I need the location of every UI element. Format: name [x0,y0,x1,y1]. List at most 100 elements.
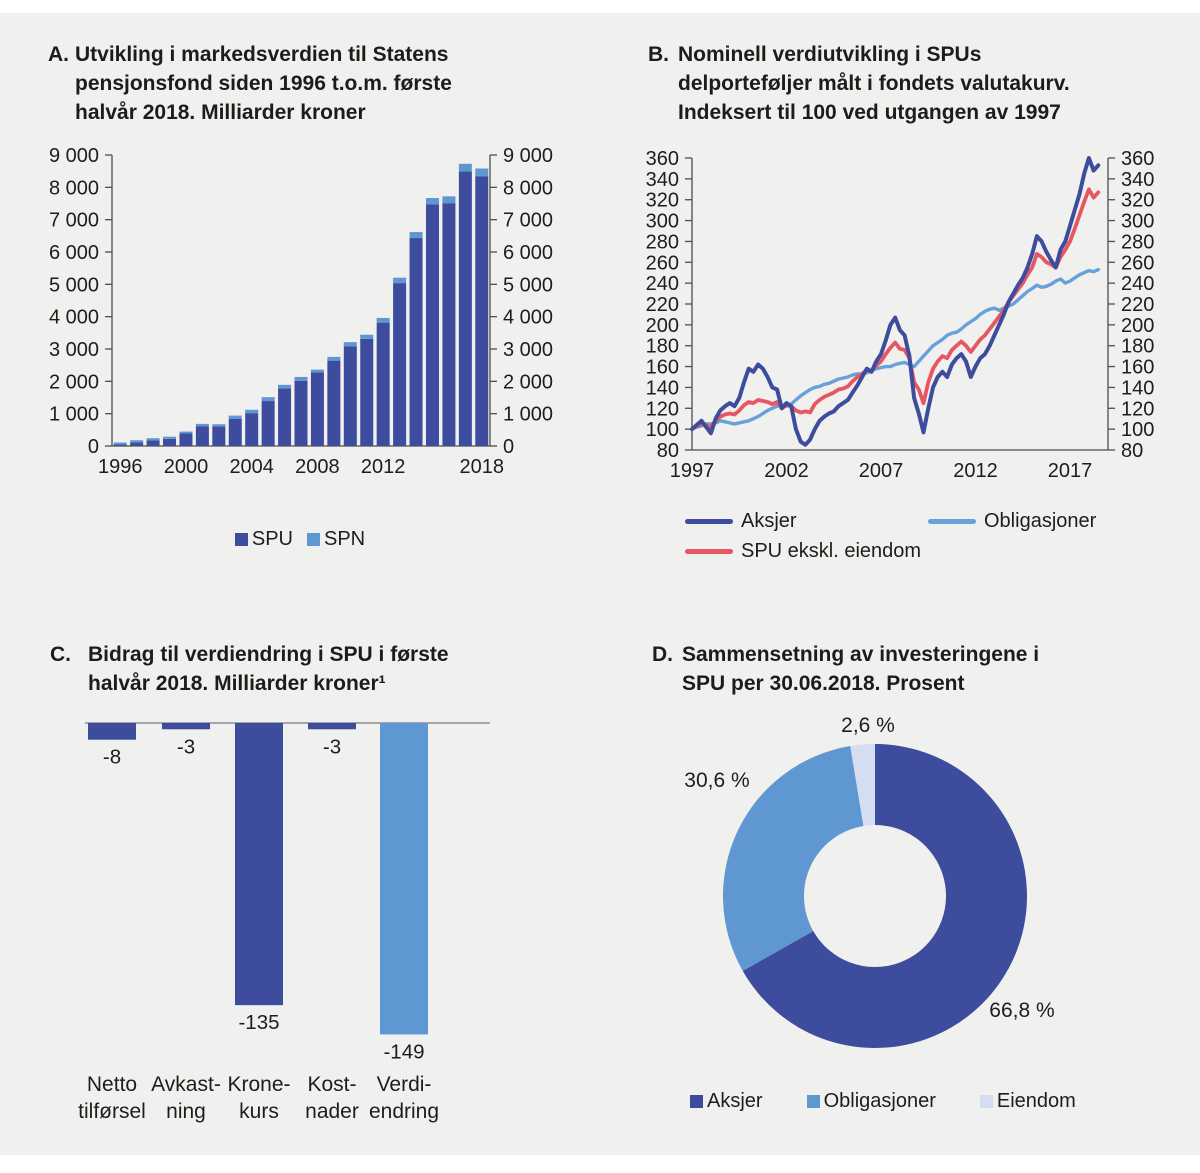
panel-d-title-text: Sammensetning av investeringene i SPU pe… [682,643,1040,695]
svg-text:140: 140 [646,377,679,399]
svg-text:2002: 2002 [764,460,809,482]
svg-text:2008: 2008 [295,456,340,478]
legend-d-label-aksjer: Aksjer [707,1090,763,1112]
svg-text:120: 120 [1121,398,1154,420]
svg-text:6 000: 6 000 [49,242,99,264]
svg-text:180: 180 [646,336,679,358]
svg-text:240: 240 [646,273,679,295]
svg-text:140: 140 [1121,377,1154,399]
svg-text:2017: 2017 [1048,460,1093,482]
svg-text:100: 100 [1121,419,1154,441]
svg-text:100: 100 [646,419,679,441]
svg-text:4 000: 4 000 [503,307,553,329]
svg-text:1996: 1996 [98,456,143,478]
legend-d-item-aksjer: Aksjer [690,1090,763,1113]
svg-text:80: 80 [657,440,679,462]
svg-text:320: 320 [646,190,679,212]
legend-a-item-spn: SPN [307,528,365,551]
svg-text:endring: endring [369,1100,439,1123]
panel-a-title: A. Utvikling i markedsverdien til Staten… [48,40,528,127]
svg-text:1997: 1997 [670,460,715,482]
svg-text:280: 280 [646,231,679,253]
panel-a-title-text: Utvikling i markedsverdien til Statens p… [75,43,452,124]
svg-text:300: 300 [1121,211,1154,233]
svg-text:1 000: 1 000 [503,404,553,426]
svg-text:160: 160 [646,357,679,379]
svg-text:2000: 2000 [164,456,209,478]
svg-text:2012: 2012 [361,456,406,478]
panel-d-letter: D. [652,643,673,666]
svg-text:300: 300 [646,211,679,233]
svg-text:2007: 2007 [859,460,904,482]
svg-text:5 000: 5 000 [49,274,99,296]
svg-text:-149: -149 [383,1040,424,1063]
svg-text:200: 200 [1121,315,1154,337]
panel-c-title-text: Bidrag til verdiendring i SPU i første h… [88,643,449,695]
legend-a: SPU SPN [40,528,560,551]
svg-text:2004: 2004 [229,456,274,478]
legend-b-item-obligasjoner: Obligasjoner [928,510,1096,533]
svg-text:3 000: 3 000 [49,339,99,361]
panel-d-title: D. Sammensetning av investeringene i SPU… [652,640,1152,698]
panel-c-title: C. Bidrag til verdiendring i SPU i først… [50,640,530,698]
svg-text:7 000: 7 000 [503,210,553,232]
svg-text:6 000: 6 000 [503,242,553,264]
svg-text:360: 360 [646,148,679,170]
obligasjoner-swatch-icon [806,1095,820,1108]
obligasjoner-line-swatch-icon [928,518,976,524]
svg-text:ning: ning [166,1100,206,1123]
svg-text:220: 220 [1121,294,1154,316]
legend-d-label-eiendom: Eiendom [996,1090,1076,1112]
legend-b-label-spu-ekskl-eiendom: SPU ekskl. eiendom [741,539,922,562]
svg-text:-135: -135 [238,1011,279,1034]
svg-text:220: 220 [646,294,679,316]
svg-text:200: 200 [646,315,679,337]
panel-b-title-text: Nominell verdiutvikling i SPUs delportef… [678,43,1070,124]
svg-text:160: 160 [1121,357,1154,379]
svg-text:Krone-: Krone- [227,1073,290,1096]
spu-ekskl-eiendom-line-swatch-icon [685,548,733,554]
svg-text:0: 0 [503,436,514,458]
svg-text:Kost-: Kost- [307,1073,356,1096]
aksjer-swatch-icon [690,1095,703,1108]
legend-b-item-aksjer: Aksjer [685,510,928,533]
svg-text:340: 340 [1121,169,1154,191]
spu-swatch-icon [234,533,248,546]
svg-text:-3: -3 [323,735,341,758]
panel-b-title: B. Nominell verdiutvikling i SPUs delpor… [648,40,1148,127]
svg-text:8 000: 8 000 [49,177,99,199]
panel-a-letter: A. [48,43,69,66]
svg-text:9 000: 9 000 [503,145,553,167]
svg-text:-3: -3 [177,735,195,758]
legend-b: Aksjer Obligasjoner SPU ekskl. eiendom [685,506,1096,566]
svg-text:tilførsel: tilførsel [78,1100,146,1123]
legend-b-label-obligasjoner: Obligasjoner [984,509,1097,532]
svg-text:2 000: 2 000 [503,371,553,393]
svg-text:3 000: 3 000 [503,339,553,361]
svg-text:66,8 %: 66,8 % [989,999,1054,1022]
legend-a-label-spu: SPU [251,528,293,550]
svg-text:7 000: 7 000 [49,210,99,232]
svg-text:2,6 %: 2,6 % [841,714,895,737]
legend-d-label-obligasjoner: Obligasjoner [823,1090,936,1112]
spn-swatch-icon [307,533,320,546]
svg-text:260: 260 [646,252,679,274]
svg-text:5 000: 5 000 [503,274,553,296]
aksjer-line-swatch-icon [685,518,733,524]
svg-text:4 000: 4 000 [49,307,99,329]
panel-b-letter: B. [648,43,669,66]
legend-a-label-spn: SPN [324,528,366,550]
svg-text:-8: -8 [103,746,121,769]
svg-text:Avkast-: Avkast- [151,1073,221,1096]
svg-text:340: 340 [646,169,679,191]
legend-a-item-spu: SPU [234,528,293,551]
legend-d: Aksjer Obligasjoner Eiendom [690,1090,1076,1113]
chart-a-stacked-bars: 0 0 1 000 1 000 2 000 2 000 3 000 3 000 4 000 4 0… [49,145,553,478]
svg-text:260: 260 [1121,252,1154,274]
eiendom-swatch-icon [979,1095,993,1108]
svg-text:1 000: 1 000 [49,404,99,426]
chart-d-donut: 66,8 % 30,6 % 2,6 % [684,714,1055,1048]
svg-text:320: 320 [1121,190,1154,212]
